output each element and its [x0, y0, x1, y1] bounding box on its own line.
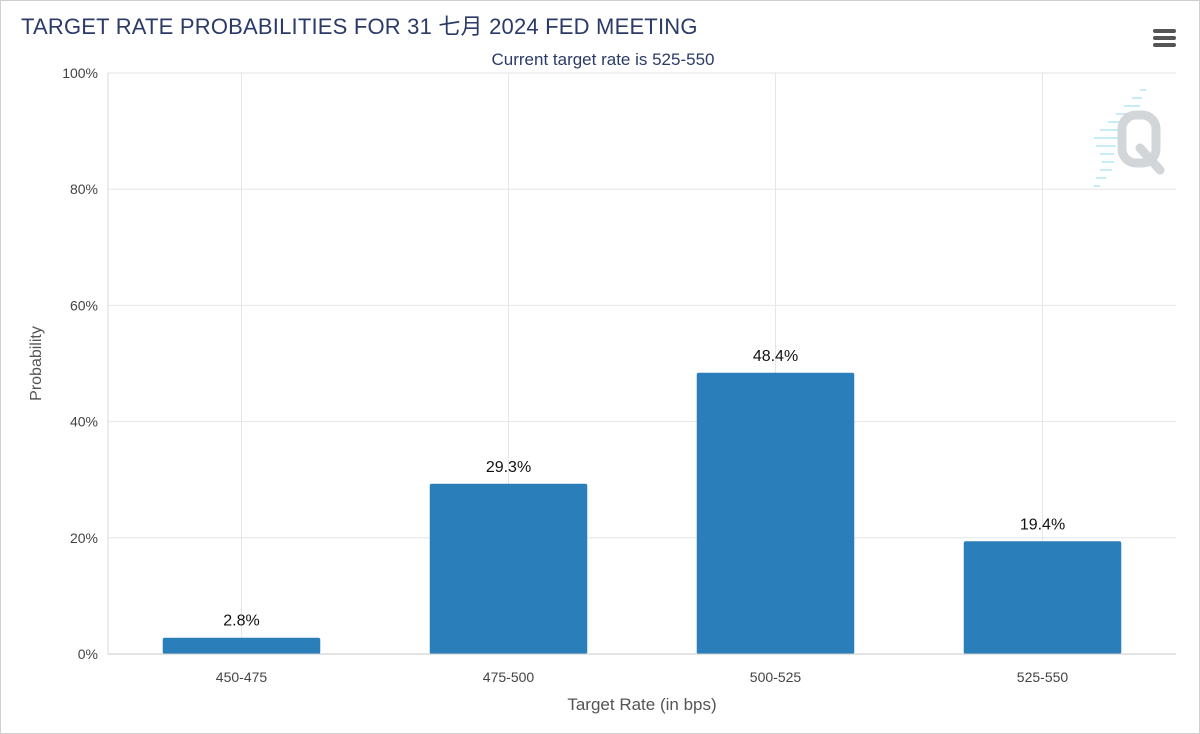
chart-subtitle: Current target rate is 525-550 [491, 50, 715, 69]
data-label: 48.4% [753, 348, 798, 365]
bar-450-475[interactable] [162, 637, 321, 654]
x-tick-label: 475-500 [483, 669, 535, 685]
y-tick-label: 80% [70, 181, 98, 197]
data-label: 19.4% [1020, 516, 1065, 533]
menu-line [1153, 43, 1176, 47]
menu-line [1153, 36, 1176, 40]
x-tick-label: 525-550 [1017, 669, 1069, 685]
q-logo-icon [1094, 89, 1165, 187]
y-tick-label: 60% [70, 297, 98, 313]
y-tick-label: 40% [70, 414, 98, 430]
y-tick-label: 100% [62, 65, 98, 81]
bar-500-525[interactable] [696, 372, 855, 654]
x-tick-label: 500-525 [750, 669, 802, 685]
x-axis-title: Target Rate (in bps) [567, 695, 716, 714]
menu-line [1153, 29, 1176, 33]
hamburger-menu-icon[interactable] [1147, 23, 1181, 53]
x-tick-label: 450-475 [216, 669, 268, 685]
y-tick-label: 20% [70, 530, 98, 546]
chart-title: TARGET RATE PROBABILITIES FOR 31 七月 2024… [21, 14, 698, 39]
bar-525-550[interactable] [963, 541, 1122, 654]
y-tick-label: 0% [78, 646, 98, 662]
data-label: 29.3% [486, 459, 531, 476]
bar-475-500[interactable] [429, 483, 588, 654]
data-label: 2.8% [223, 613, 259, 630]
y-axis-title: Probability [28, 326, 45, 401]
